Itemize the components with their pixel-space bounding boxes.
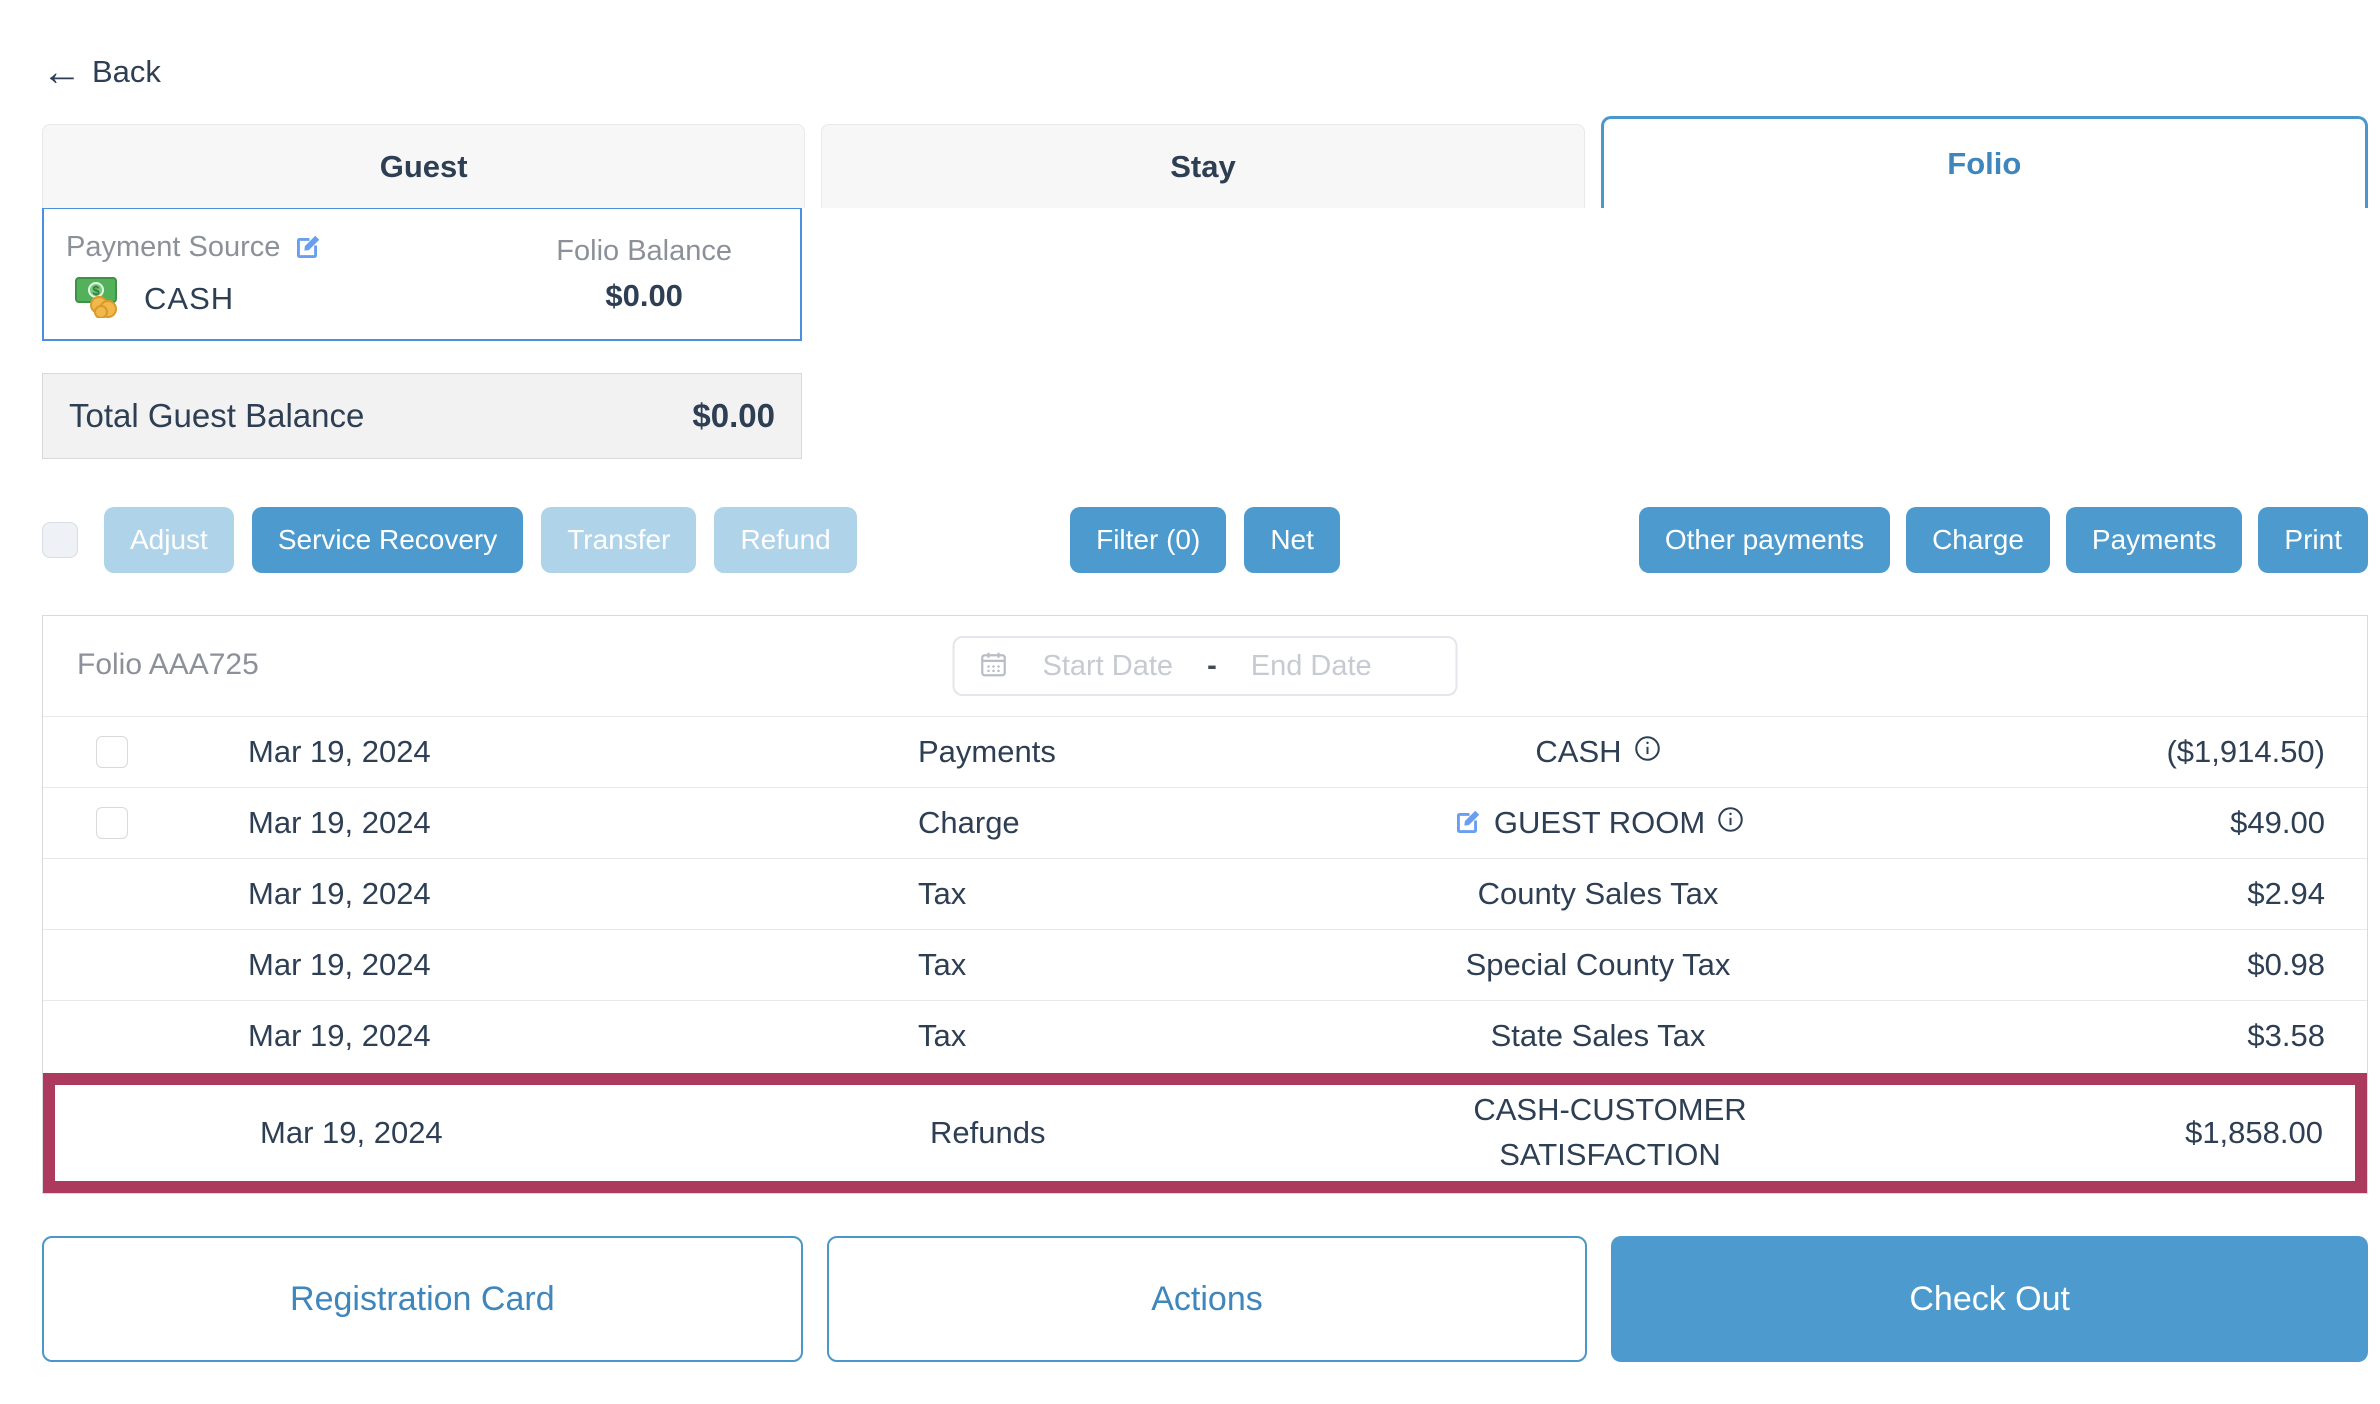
row-amount: $3.58 bbox=[2247, 1018, 2325, 1053]
payment-source-card: Payment Source $ bbox=[42, 207, 802, 341]
tab-guest[interactable]: Guest bbox=[42, 124, 806, 208]
row-date: Mar 19, 2024 bbox=[248, 734, 431, 769]
start-date-placeholder[interactable]: Start Date bbox=[1042, 649, 1174, 682]
tab-stay[interactable]: Stay bbox=[821, 124, 1585, 208]
info-icon[interactable] bbox=[1634, 735, 1661, 762]
row-description: Special County Tax bbox=[1465, 947, 1731, 982]
row-date: Mar 19, 2024 bbox=[248, 876, 431, 911]
row-checkbox[interactable] bbox=[96, 736, 128, 768]
total-guest-balance-label: Total Guest Balance bbox=[69, 397, 365, 434]
row-type: Charge bbox=[918, 805, 1020, 840]
info-icon[interactable] bbox=[1717, 806, 1744, 833]
row-checkbox[interactable] bbox=[96, 807, 128, 839]
tab-bar: Guest Stay Folio bbox=[42, 116, 2368, 208]
payment-source-left: Payment Source $ bbox=[66, 231, 322, 323]
calendar-icon bbox=[979, 649, 1009, 684]
total-guest-balance-value: $0.00 bbox=[692, 397, 775, 434]
folio-table-panel: Folio AAA725 Start Date - bbox=[42, 615, 2368, 1194]
folio-number-label: Folio AAA725 bbox=[77, 648, 259, 681]
row-amount: $1,858.00 bbox=[2185, 1115, 2323, 1150]
row-description: State Sales Tax bbox=[1490, 1018, 1706, 1053]
folio-table-header: Folio AAA725 Start Date - bbox=[43, 616, 2367, 716]
left-actions-group: Adjust Service Recovery Transfer Refund bbox=[42, 507, 1070, 573]
end-date-placeholder[interactable]: End Date bbox=[1250, 649, 1372, 682]
highlighted-refund-row: Mar 19, 2024 Refunds CASH-CUSTOMER SATIS… bbox=[43, 1073, 2367, 1193]
folio-page: ← Back Guest Stay Folio Payment Source bbox=[42, 0, 2369, 1362]
total-guest-balance-bar: Total Guest Balance $0.00 bbox=[42, 373, 802, 459]
date-range-separator: - bbox=[1207, 649, 1217, 682]
table-row: Mar 19, 2024 Tax Special County Tax $0.9… bbox=[43, 929, 2367, 1000]
refund-button[interactable]: Refund bbox=[714, 507, 857, 573]
service-recovery-button[interactable]: Service Recovery bbox=[251, 507, 524, 573]
payment-method-value: CASH bbox=[144, 280, 235, 316]
cash-icon: $ bbox=[74, 274, 128, 323]
adjust-button[interactable]: Adjust bbox=[104, 507, 234, 573]
table-row: Mar 19, 2024 Charge GUEST ROOM bbox=[43, 787, 2367, 858]
payments-button[interactable]: Payments bbox=[2065, 507, 2243, 573]
table-row: Mar 19, 2024 Payments CASH ($1,914.50) bbox=[43, 716, 2367, 787]
print-button[interactable]: Print bbox=[2258, 507, 2368, 573]
row-amount: ($1,914.50) bbox=[2166, 734, 2325, 769]
back-arrow-icon: ← bbox=[42, 50, 82, 94]
row-description: County Sales Tax bbox=[1477, 876, 1719, 911]
row-date: Mar 19, 2024 bbox=[248, 1018, 431, 1053]
row-amount: $0.98 bbox=[2247, 947, 2325, 982]
center-actions-group: Filter (0) Net bbox=[1070, 507, 1340, 573]
tab-guest-label: Guest bbox=[379, 148, 468, 184]
row-type: Refunds bbox=[930, 1115, 1046, 1150]
other-payments-button[interactable]: Other payments bbox=[1638, 507, 1891, 573]
row-amount: $49.00 bbox=[2230, 805, 2325, 840]
row-type: Tax bbox=[918, 947, 967, 982]
registration-card-button[interactable]: Registration Card bbox=[42, 1236, 803, 1362]
folio-balance-label: Folio Balance bbox=[556, 235, 732, 267]
actions-button[interactable]: Actions bbox=[826, 1236, 1588, 1362]
edit-charge-icon[interactable] bbox=[1452, 808, 1482, 838]
row-description: GUEST ROOM bbox=[1493, 805, 1706, 840]
charge-button[interactable]: Charge bbox=[1906, 507, 2050, 573]
transfer-button[interactable]: Transfer bbox=[541, 507, 697, 573]
row-date: Mar 19, 2024 bbox=[248, 805, 431, 840]
folio-balance-value: $0.00 bbox=[605, 278, 683, 313]
row-amount: $2.94 bbox=[2247, 876, 2325, 911]
back-label: Back bbox=[92, 54, 161, 89]
row-type: Payments bbox=[918, 734, 1056, 769]
check-out-button[interactable]: Check Out bbox=[1611, 1236, 2369, 1362]
net-button[interactable]: Net bbox=[1244, 507, 1340, 573]
row-description: CASH bbox=[1535, 734, 1622, 769]
svg-text:$: $ bbox=[92, 283, 100, 298]
footer-actions: Registration Card Actions Check Out bbox=[42, 1236, 2369, 1362]
row-date: Mar 19, 2024 bbox=[248, 947, 431, 982]
folio-balance: Folio Balance $0.00 bbox=[556, 231, 780, 323]
right-actions-group: Other payments Charge Payments Print bbox=[1340, 507, 2368, 573]
tab-folio-label: Folio bbox=[1947, 145, 2022, 181]
date-range-picker[interactable]: Start Date - End Date bbox=[952, 636, 1458, 696]
folio-actions-row: Adjust Service Recovery Transfer Refund … bbox=[42, 507, 2368, 573]
row-description: CASH-CUSTOMER SATISFACTION bbox=[1473, 1092, 1747, 1172]
row-date: Mar 19, 2024 bbox=[260, 1115, 443, 1150]
tab-stay-label: Stay bbox=[1170, 148, 1236, 184]
table-row: Mar 19, 2024 Tax State Sales Tax $3.58 bbox=[43, 1000, 2367, 1071]
row-type: Tax bbox=[918, 1018, 967, 1053]
table-row: Mar 19, 2024 Tax County Sales Tax $2.94 bbox=[43, 858, 2367, 929]
tab-folio[interactable]: Folio bbox=[1600, 116, 2368, 208]
select-all-checkbox[interactable] bbox=[42, 522, 78, 558]
row-type: Tax bbox=[918, 876, 967, 911]
back-link[interactable]: ← Back bbox=[42, 52, 161, 92]
filter-button[interactable]: Filter (0) bbox=[1070, 507, 1227, 573]
payment-source-label: Payment Source bbox=[66, 231, 281, 263]
edit-payment-source-icon[interactable] bbox=[292, 233, 322, 263]
